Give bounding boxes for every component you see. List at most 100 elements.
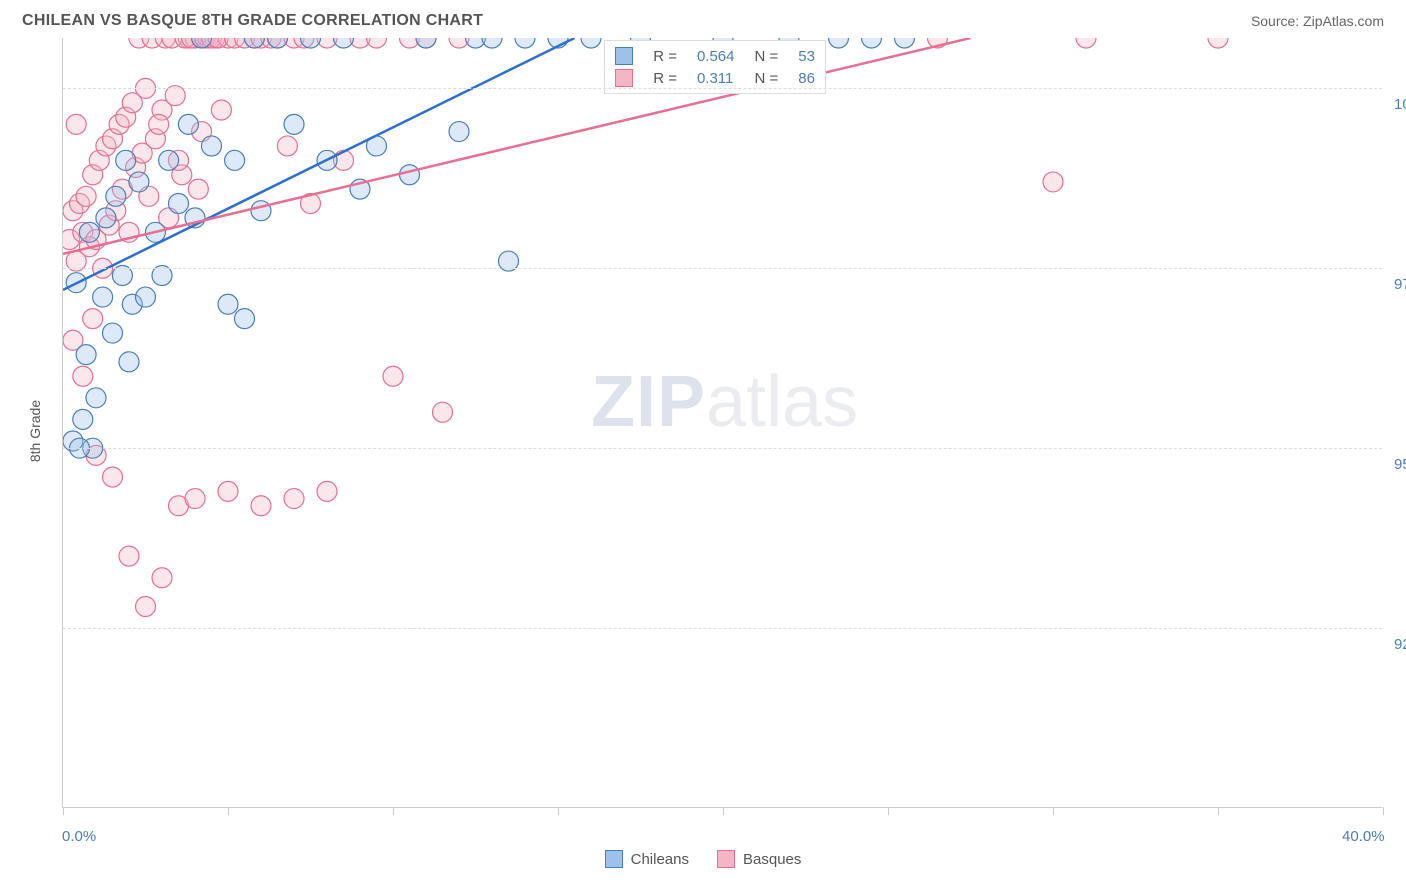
legend-n-value: 53 [788, 45, 825, 67]
point-chileans [122, 294, 142, 314]
point-chileans [136, 287, 156, 307]
point-chileans [73, 409, 93, 429]
point-basques [96, 136, 116, 156]
point-basques [136, 597, 156, 617]
watermark-zip: ZIP [591, 362, 706, 442]
stats-legend: R =0.564N =53R =0.311N =86 [604, 40, 826, 94]
point-basques [400, 38, 420, 48]
point-basques [129, 38, 149, 48]
point-basques [182, 38, 202, 48]
point-chileans [268, 38, 288, 48]
point-basques [367, 38, 387, 48]
point-basques [83, 309, 103, 329]
point-chileans [79, 222, 99, 242]
series-legend-label: Basques [743, 851, 801, 868]
point-basques [211, 100, 231, 120]
point-basques [188, 179, 208, 199]
y-axis-label: 8th Grade [27, 400, 43, 462]
point-basques [235, 38, 255, 48]
y-tick-label: 92.5% [1394, 636, 1406, 653]
point-basques [89, 150, 109, 170]
point-chileans [218, 294, 238, 314]
point-basques [334, 150, 354, 170]
point-chileans [350, 179, 370, 199]
point-basques [195, 38, 215, 48]
point-chileans [86, 388, 106, 408]
point-basques [112, 179, 132, 199]
point-chileans [367, 136, 387, 156]
legend-swatch-icon [615, 69, 633, 87]
point-basques [106, 201, 126, 221]
x-tick [888, 807, 889, 815]
series-legend-label: Chileans [631, 851, 689, 868]
point-chileans [301, 38, 321, 48]
point-chileans [185, 208, 205, 228]
point-basques [383, 366, 403, 386]
point-basques [175, 38, 195, 48]
point-basques [261, 38, 281, 48]
point-chileans [96, 208, 116, 228]
point-chileans [93, 287, 113, 307]
point-basques [109, 114, 129, 134]
point-basques [1208, 38, 1228, 48]
point-basques [251, 38, 271, 48]
point-basques [169, 496, 189, 516]
trendline-basques [63, 38, 971, 254]
point-basques [172, 165, 192, 185]
point-basques [277, 136, 297, 156]
point-chileans [317, 150, 337, 170]
point-chileans [581, 38, 601, 48]
point-basques [145, 129, 165, 149]
point-basques [63, 330, 83, 350]
point-basques [205, 38, 225, 48]
chart-container: 8th Grade ZIPatlas R =0.564N =53R =0.311… [22, 38, 1384, 872]
point-basques [73, 366, 93, 386]
point-chileans [284, 114, 304, 134]
point-basques [63, 201, 83, 221]
point-basques [139, 186, 159, 206]
point-chileans [466, 38, 486, 48]
point-basques [202, 38, 222, 48]
x-tick [393, 807, 394, 815]
point-chileans [116, 150, 136, 170]
trendline-chileans [63, 38, 575, 290]
point-basques [66, 114, 86, 134]
point-basques [149, 114, 169, 134]
x-tick [1218, 807, 1219, 815]
point-basques [198, 38, 218, 48]
legend-r-label: R = [643, 45, 687, 67]
x-tick-label: 40.0% [1342, 828, 1385, 845]
point-basques [99, 215, 119, 235]
stats-legend-row: R =0.564N =53 [605, 45, 825, 67]
point-chileans [119, 352, 139, 372]
legend-swatch-icon [615, 47, 633, 65]
x-tick [558, 807, 559, 815]
legend-swatch-icon [717, 850, 735, 868]
point-basques [1076, 38, 1096, 48]
point-basques [1043, 172, 1063, 192]
point-chileans [334, 38, 354, 48]
point-chileans [400, 165, 420, 185]
point-basques [928, 38, 948, 48]
point-chileans [202, 136, 222, 156]
watermark: ZIPatlas [591, 361, 858, 443]
point-basques [185, 38, 205, 48]
legend-swatch-icon [605, 850, 623, 868]
point-basques [103, 467, 123, 487]
point-basques [73, 222, 93, 242]
legend-r-value: 0.564 [687, 45, 745, 67]
point-chileans [66, 273, 86, 293]
point-basques [126, 158, 146, 178]
point-basques [152, 568, 172, 588]
point-basques [218, 481, 238, 501]
x-tick [63, 807, 64, 815]
x-tick-label: 0.0% [62, 828, 96, 845]
point-chileans [251, 201, 271, 221]
x-tick [228, 807, 229, 815]
legend-n-label: N = [745, 67, 789, 89]
point-chileans [106, 186, 126, 206]
gridline [63, 88, 1382, 89]
point-basques [79, 237, 99, 257]
point-basques [132, 143, 152, 163]
series-legend: Chileans Basques [22, 808, 1384, 872]
